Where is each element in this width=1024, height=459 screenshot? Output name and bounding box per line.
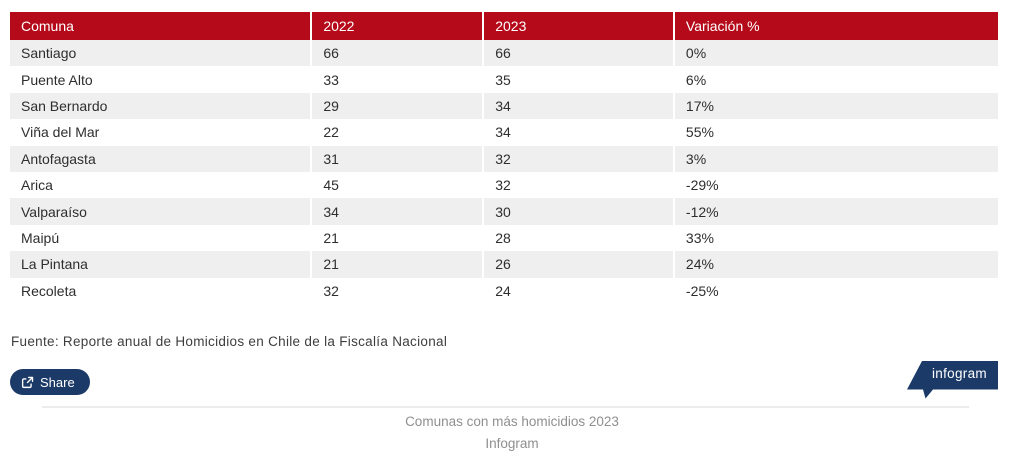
homicides-table: Comuna 2022 2023 Variación % Santiago 66… — [10, 12, 998, 304]
table-row: Antofagasta 31 32 3% — [10, 145, 998, 172]
table-cell: 21 — [310, 251, 484, 278]
table-cell: 32 — [310, 277, 484, 304]
table-header-row: Comuna 2022 2023 Variación % — [10, 12, 998, 40]
table-cell: La Pintana — [10, 251, 312, 278]
table-cell: Viña del Mar — [10, 119, 312, 146]
source-note: Fuente: Reporte anual de Homicidios en C… — [11, 334, 448, 349]
share-button-label: Share — [40, 374, 75, 390]
table-cell: 24 — [482, 277, 674, 304]
table-cell: 17% — [672, 92, 998, 120]
table-cell: 26 — [482, 251, 674, 278]
table-cell: 55% — [672, 119, 998, 146]
table-cell: 34 — [482, 119, 674, 146]
table-cell: 6% — [672, 66, 998, 93]
table-row: La Pintana 21 26 24% — [10, 251, 998, 278]
table-cell: 3% — [672, 145, 998, 172]
table-cell: Santiago — [10, 40, 312, 67]
table-cell: 32 — [482, 145, 674, 172]
infogram-logo[interactable]: infogram — [907, 361, 998, 399]
footer-title: Comunas con más homicidios 2023 — [405, 414, 619, 429]
table-row: Maipú 21 28 33% — [10, 224, 998, 252]
column-header-comuna: Comuna — [10, 12, 312, 40]
table-cell: 29 — [310, 92, 484, 120]
homicides-table-wrap: Comuna 2022 2023 Variación % Santiago 66… — [10, 12, 998, 304]
table-cell: Maipú — [10, 224, 312, 252]
table-cell: 66 — [482, 40, 674, 67]
table-cell: 33 — [310, 66, 484, 93]
column-header-2022: 2022 — [310, 12, 484, 40]
table-cell: -25% — [672, 277, 998, 304]
table-row: Arica 45 32 -29% — [10, 171, 998, 199]
share-button[interactable]: Share — [10, 369, 90, 395]
table-cell: 32 — [482, 171, 674, 199]
table-cell: 22 — [310, 119, 484, 146]
table-cell: Recoleta — [10, 277, 312, 304]
table-cell: -29% — [672, 171, 998, 199]
table-row: Valparaíso 34 30 -12% — [10, 198, 998, 225]
table-cell: Valparaíso — [10, 198, 312, 225]
infogram-flag-icon — [907, 361, 998, 399]
footer-subtitle: Infogram — [485, 435, 539, 451]
footer: Comunas con más homicidios 2023 Infogram — [0, 411, 1024, 454]
column-header-variacion: Variación % — [672, 12, 998, 40]
table-cell: 24% — [672, 251, 998, 278]
table-cell: 34 — [482, 92, 674, 120]
table-cell: -12% — [672, 198, 998, 225]
table-cell: San Bernardo — [10, 92, 312, 120]
table-cell: 31 — [310, 145, 484, 172]
table-row: Viña del Mar 22 34 55% — [10, 119, 998, 146]
table-row: San Bernardo 29 34 17% — [10, 92, 998, 120]
table-cell: 35 — [482, 66, 674, 93]
table-cell: 0% — [672, 40, 998, 67]
table-cell: 30 — [482, 198, 674, 225]
table-cell: 33% — [672, 224, 998, 252]
table-row: Puente Alto 33 35 6% — [10, 66, 998, 93]
table-row: Recoleta 32 24 -25% — [10, 277, 998, 304]
share-icon — [21, 376, 34, 389]
table-cell: 66 — [310, 40, 484, 67]
table-cell: Antofagasta — [10, 145, 312, 172]
table-cell: 28 — [482, 224, 674, 252]
table-cell: Puente Alto — [10, 66, 312, 93]
column-header-2023: 2023 — [482, 12, 674, 40]
footer-divider — [42, 406, 969, 408]
infogram-logo-label: infogram — [932, 366, 987, 381]
table-row: Santiago 66 66 0% — [10, 40, 998, 67]
table-cell: Arica — [10, 171, 312, 199]
table-cell: 34 — [310, 198, 484, 225]
table-cell: 45 — [310, 171, 484, 199]
table-cell: 21 — [310, 224, 484, 252]
